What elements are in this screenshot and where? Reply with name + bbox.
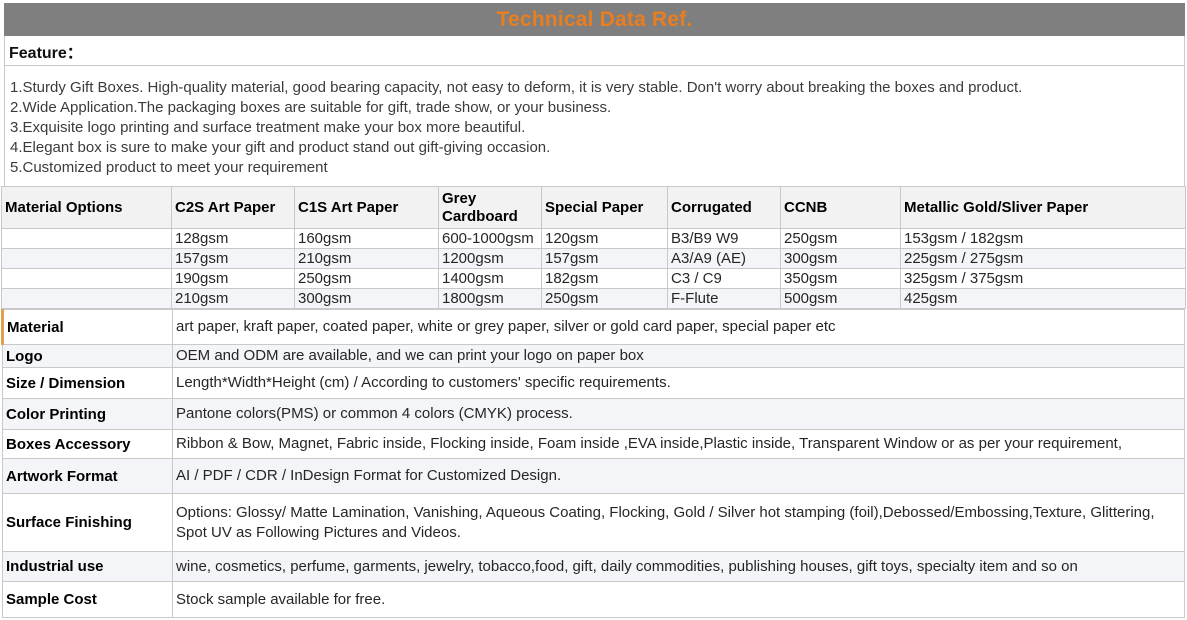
- spec-label: Material: [1, 309, 173, 345]
- feature-item: 2.Wide Application.The packaging boxes a…: [10, 99, 612, 116]
- materials-cell: [1, 248, 172, 269]
- spec-value: Ribbon & Bow, Magnet, Fabric inside, Flo…: [172, 429, 1185, 459]
- spec-label: Sample Cost: [2, 581, 173, 618]
- feature-section: Feature： 1.Sturdy Gift Boxes. High-quali…: [4, 36, 1185, 186]
- materials-cell: 250gsm: [780, 228, 901, 249]
- spec-value: art paper, kraft paper, coated paper, wh…: [172, 309, 1185, 345]
- feature-item: 5.Customized product to meet your requir…: [10, 159, 328, 176]
- materials-cell: 1800gsm: [438, 288, 542, 309]
- materials-header-cell: Grey Cardboard: [438, 186, 542, 229]
- materials-cell: B3/B9 W9: [667, 228, 781, 249]
- materials-cell: 157gsm: [171, 248, 295, 269]
- materials-cell: 250gsm: [541, 288, 668, 309]
- spec-value: Options: Glossy/ Matte Lamination, Vanis…: [172, 493, 1185, 552]
- materials-cell: 500gsm: [780, 288, 901, 309]
- spec-label: Boxes Accessory: [2, 429, 173, 459]
- spec-row: Color Printing Pantone colors(PMS) or com…: [2, 398, 1185, 430]
- materials-header-cell: Special Paper: [541, 186, 668, 229]
- spec-row: Sample Cost Stock sample available for fr…: [2, 581, 1185, 618]
- materials-cell: 210gsm: [294, 248, 439, 269]
- materials-cell: 153gsm / 182gsm: [900, 228, 1186, 249]
- materials-cell: [1, 288, 172, 309]
- spec-row: Surface Finishing Options: Glossy/ Matte …: [2, 493, 1185, 552]
- spec-label: Industrial use: [2, 551, 173, 582]
- spec-label: Artwork Format: [2, 458, 173, 494]
- materials-cell: A3/A9 (AE): [667, 248, 781, 269]
- materials-header-cell: Material Options: [1, 186, 172, 229]
- feature-item: 1.Sturdy Gift Boxes. High-quality materi…: [10, 79, 1023, 96]
- materials-header-cell: CCNB: [780, 186, 901, 229]
- spec-row: Logo OEM and ODM are available, and we ca…: [2, 344, 1185, 368]
- spec-label: Surface Finishing: [2, 493, 173, 552]
- materials-row: 190gsm 250gsm 1400gsm 182gsm C3 / C9 350gsm 32…: [1, 268, 1186, 289]
- spec-value: AI / PDF / CDR / InDesign Format for Cus…: [172, 458, 1185, 494]
- materials-cell: 157gsm: [541, 248, 668, 269]
- spec-label: Color Printing: [2, 398, 173, 430]
- materials-cell: F-Flute: [667, 288, 781, 309]
- materials-cell: 1400gsm: [438, 268, 542, 289]
- spec-value: OEM and ODM are available, and we can pr…: [172, 344, 1185, 368]
- feature-heading: Feature：: [5, 36, 1184, 66]
- spec-row: Industrial use wine, cosmetics, perfume, …: [2, 551, 1185, 582]
- materials-cell: 250gsm: [294, 268, 439, 289]
- materials-cell: [1, 268, 172, 289]
- spec-value: Stock sample available for free.: [172, 581, 1185, 618]
- materials-cell: 210gsm: [171, 288, 295, 309]
- materials-cell: 600-1000gsm: [438, 228, 542, 249]
- materials-header-cell: C1S Art Paper: [294, 186, 439, 229]
- page-title: Technical Data Ref.: [496, 7, 693, 31]
- materials-cell: 120gsm: [541, 228, 668, 249]
- materials-cell: 350gsm: [780, 268, 901, 289]
- spec-table: Material art paper, kraft paper, coated p…: [1, 309, 1185, 618]
- spec-value: Pantone colors(PMS) or common 4 colors (…: [172, 398, 1185, 430]
- spec-row: Size / Dimension Length*Width*Height (cm)…: [2, 367, 1185, 399]
- materials-cell: 1200gsm: [438, 248, 542, 269]
- materials-cell: 225gsm / 275gsm: [900, 248, 1186, 269]
- materials-cell: 425gsm: [900, 288, 1186, 309]
- materials-header-cell: Corrugated: [667, 186, 781, 229]
- materials-cell: 182gsm: [541, 268, 668, 289]
- feature-item: 3.Exquisite logo printing and surface tr…: [10, 119, 526, 136]
- materials-cell: C3 / C9: [667, 268, 781, 289]
- materials-cell: 160gsm: [294, 228, 439, 249]
- materials-row: 210gsm 300gsm 1800gsm 250gsm F-Flute 500gsm 42…: [1, 288, 1186, 309]
- materials-row: 157gsm 210gsm 1200gsm 157gsm A3/A9 (AE) 300gs…: [1, 248, 1186, 269]
- spec-label: Size / Dimension: [2, 367, 173, 399]
- materials-cell: 190gsm: [171, 268, 295, 289]
- materials-cell: 128gsm: [171, 228, 295, 249]
- spec-value: wine, cosmetics, perfume, garments, jewe…: [172, 551, 1185, 582]
- materials-header-cell: Metallic Gold/Sliver Paper: [900, 186, 1186, 229]
- spec-row: Boxes Accessory Ribbon & Bow, Magnet, Fab…: [2, 429, 1185, 459]
- spec-value: Length*Width*Height (cm) / According to …: [172, 367, 1185, 399]
- spec-label: Logo: [2, 344, 173, 368]
- materials-cell: 325gsm / 375gsm: [900, 268, 1186, 289]
- materials-header-row: Material Options C2S Art Paper C1S Art Pap…: [1, 186, 1186, 229]
- materials-cell: 300gsm: [294, 288, 439, 309]
- spec-row: Artwork Format AI / PDF / CDR / InDesign …: [2, 458, 1185, 494]
- title-bar: Technical Data Ref.: [4, 3, 1185, 36]
- spec-row: Material art paper, kraft paper, coated p…: [1, 309, 1185, 345]
- feature-item: 4.Elegant box is sure to make your gift …: [10, 139, 551, 156]
- materials-cell: [1, 228, 172, 249]
- feature-list: 1.Sturdy Gift Boxes. High-quality materi…: [5, 66, 1184, 178]
- materials-table: Material Options C2S Art Paper C1S Art Pap…: [1, 186, 1186, 309]
- materials-header-cell: C2S Art Paper: [171, 186, 295, 229]
- materials-row: 128gsm 160gsm 600-1000gsm 120gsm B3/B9 W9 250…: [1, 228, 1186, 249]
- materials-cell: 300gsm: [780, 248, 901, 269]
